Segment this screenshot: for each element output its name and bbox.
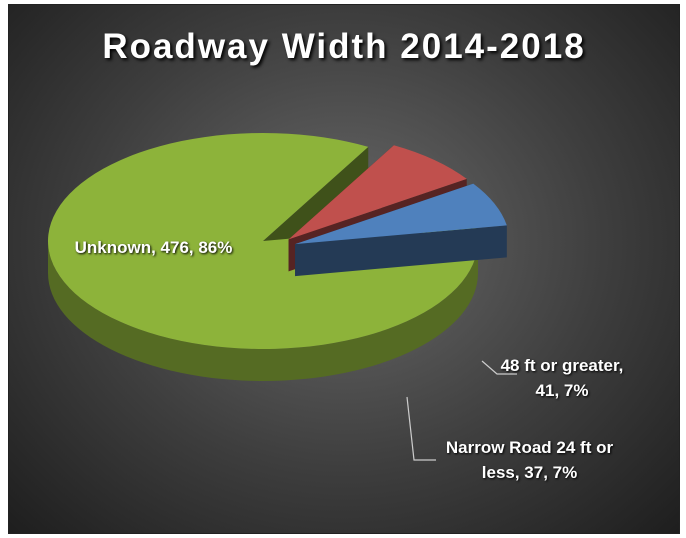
data-label: Narrow Road 24 ft or less, 37, 7% (445, 438, 614, 482)
pie (48, 133, 507, 381)
slice (295, 183, 507, 245)
slice-side (48, 241, 478, 381)
leader-line (406, 396, 436, 461)
slice (288, 145, 467, 240)
slice-cut-face (295, 225, 507, 277)
pie-area (48, 133, 517, 461)
slice (48, 133, 478, 349)
data-label: Unknown, 476, 86% (74, 238, 233, 257)
leader-line (481, 360, 517, 375)
data-label: 48 ft or greater, 41, 7% (500, 356, 624, 400)
chart: Roadway Width 2014-2018 Unknown, 476, 86… (8, 4, 680, 534)
chart-title: Roadway Width 2014-2018 (102, 27, 586, 66)
